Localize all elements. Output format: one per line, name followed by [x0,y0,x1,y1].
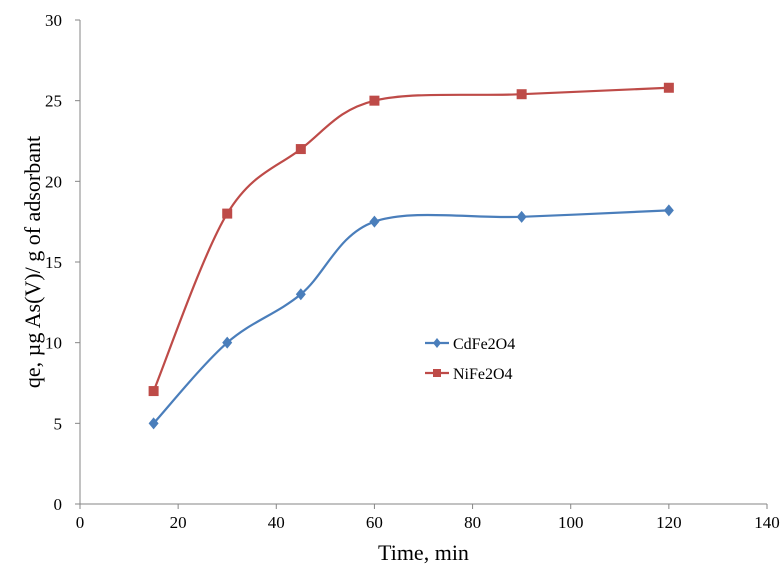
series-lines [152,86,669,425]
x-tick-label: 40 [268,513,285,532]
data-point-nife2o4 [516,89,527,100]
y-tick-label: 5 [54,414,63,433]
x-tick-label: 80 [464,513,481,532]
x-tick-label: 120 [656,513,682,532]
legend-label-cdfe2o4: CdFe2O4 [453,336,515,353]
legend-marker-nife2o4 [433,369,441,377]
series-line-cdfe2o4 [152,209,669,425]
ticks: 0 5 10 15 20 25 30 0 20 40 60 80 100 120 140 [45,11,780,532]
series-line-nife2o4 [152,86,669,392]
data-point-cdfe2o4 [663,204,674,217]
y-tick-label: 20 [45,172,62,191]
data-point-nife2o4 [295,144,306,155]
data-point-nife2o4 [663,82,674,93]
y-tick-label: 10 [45,334,62,353]
legend: CdFe2O4 NiFe2O4 [425,336,515,383]
legend-marker-cdfe2o4 [433,338,441,348]
y-tick-label: 0 [54,495,63,514]
x-tick-label: 60 [366,513,383,532]
data-point-nife2o4 [148,386,159,397]
series-markers [148,82,674,430]
x-tick-label: 0 [76,513,85,532]
legend-item-cdfe2o4: CdFe2O4 [425,336,515,353]
data-point-cdfe2o4 [295,288,306,301]
data-point-nife2o4 [369,95,380,106]
legend-label-nife2o4: NiFe2O4 [453,366,513,383]
y-axis-title: qe, µg As(V)/ g of adsorbant [20,136,45,388]
data-point-cdfe2o4 [516,210,527,223]
y-tick-label: 25 [45,92,62,111]
data-point-cdfe2o4 [369,215,380,228]
data-point-cdfe2o4 [222,336,233,349]
y-tick-label: 15 [45,253,62,272]
x-axis-title: Time, min [378,540,469,565]
x-tick-label: 100 [558,513,584,532]
y-tick-label: 30 [45,11,62,30]
data-point-nife2o4 [222,208,233,219]
data-point-cdfe2o4 [148,417,159,430]
x-tick-label: 140 [754,513,780,532]
legend-item-nife2o4: NiFe2O4 [425,366,513,383]
x-tick-label: 20 [170,513,187,532]
